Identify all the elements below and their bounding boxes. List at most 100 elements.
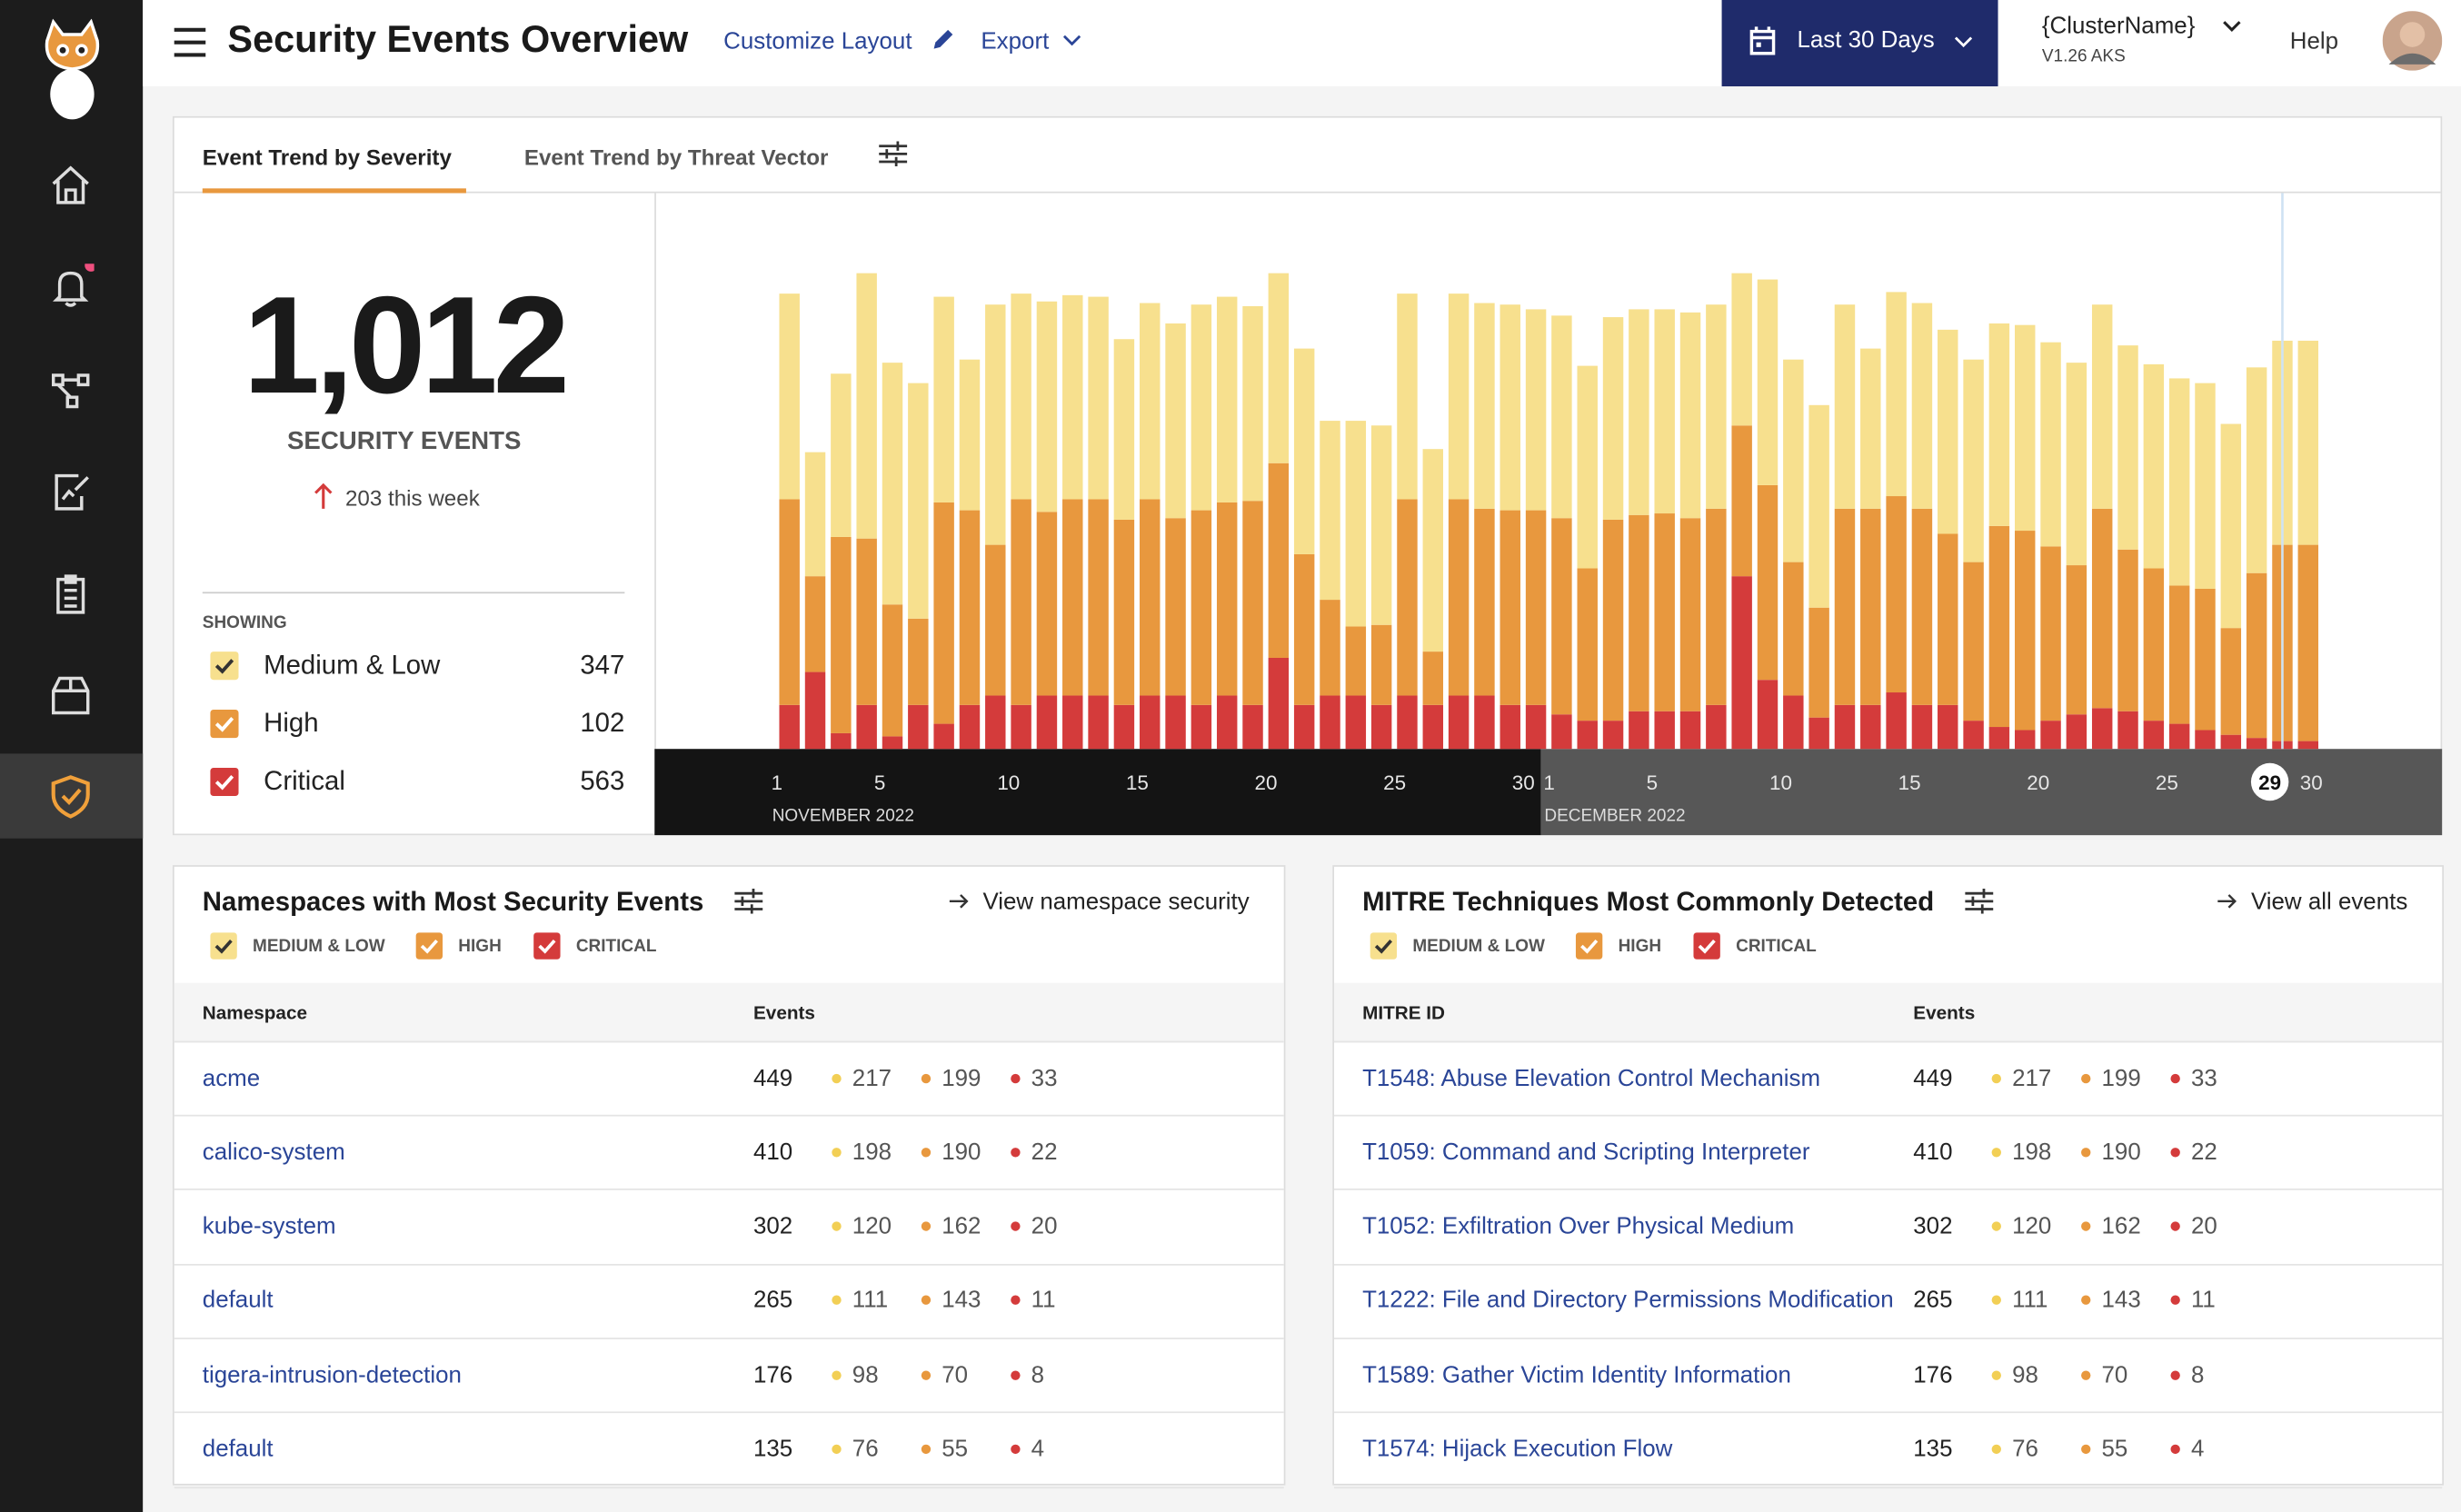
bar-segment (831, 373, 852, 537)
severity-count: 76 (2012, 1436, 2038, 1463)
check-mark (1580, 939, 1599, 954)
checkbox[interactable] (1693, 932, 1720, 960)
tab[interactable]: Event Trend by Threat Vector (523, 144, 829, 170)
bar-segment (1113, 519, 1135, 705)
event-total: 265 (752, 1287, 793, 1315)
bar-segment (933, 723, 954, 750)
logo[interactable] (35, 18, 110, 123)
bar-segment (1731, 273, 1752, 426)
bar-segment (2220, 734, 2242, 750)
date-range-button[interactable]: Last 30 Days (1721, 0, 1998, 87)
bar-segment (1602, 721, 1624, 750)
view-link[interactable]: View namespace security (948, 889, 1250, 915)
pencil-icon[interactable] (931, 26, 956, 52)
legend-label: HIGH (1618, 937, 1662, 957)
row-link[interactable]: T1222: File and Directory Permissions Mo… (1362, 1287, 1894, 1315)
bar-segment (1629, 711, 1649, 750)
checkbox[interactable] (210, 652, 239, 681)
export-button[interactable]: Export (981, 28, 1050, 55)
row-link[interactable]: T1574: Hijack Execution Flow (1362, 1436, 1673, 1463)
total-events: 1,012 (243, 266, 571, 423)
bar-segment (1293, 553, 1315, 705)
check-mark (1374, 939, 1393, 954)
row-link[interactable]: calico-system (202, 1139, 345, 1166)
bar-segment (1988, 525, 2010, 728)
checkbox[interactable] (210, 710, 239, 739)
bar-segment (1654, 711, 1675, 750)
bar-segment (1783, 695, 1804, 750)
alerts-icon[interactable] (47, 264, 95, 311)
row-link[interactable]: default (202, 1287, 274, 1315)
severity-dot (921, 1296, 932, 1306)
severity-dot (2170, 1147, 2180, 1158)
bar-segment (1191, 510, 1212, 705)
tab-active[interactable]: Event Trend by Severity (202, 144, 452, 170)
x-tick-label: 5 (1647, 771, 1658, 794)
checkbox[interactable] (210, 767, 239, 797)
bar-segment (1397, 695, 1418, 750)
active-nav[interactable] (0, 753, 144, 839)
row-link[interactable]: T1548: Abuse Elevation Control Mechanism (1362, 1064, 1821, 1091)
home-icon[interactable] (47, 162, 95, 209)
store-icon[interactable] (47, 672, 95, 720)
severity-count: 143 (942, 1287, 981, 1315)
checkbox[interactable] (210, 932, 237, 960)
bar-segment (1165, 323, 1186, 519)
filter-icon[interactable] (1965, 889, 1994, 914)
bar-segment (2015, 730, 2036, 750)
avatar[interactable] (2382, 11, 2443, 71)
row-link[interactable]: tigera-intrusion-detection (202, 1361, 462, 1388)
customize-layout[interactable]: Customize Layout (723, 28, 912, 55)
showing-label: SHOWING (202, 613, 287, 633)
severity-count: 199 (942, 1064, 981, 1091)
check-mark (1698, 939, 1716, 954)
tab-underline (202, 188, 466, 194)
checkbox[interactable] (1370, 932, 1398, 960)
filter-icon[interactable] (734, 889, 763, 914)
row-link[interactable]: T1059: Command and Scripting Interpreter (1362, 1139, 1810, 1166)
security-icon (51, 775, 90, 819)
column-header: MITRE ID (1362, 1000, 1446, 1023)
bar-segment (804, 671, 826, 750)
bar-segment (1654, 309, 1675, 514)
menu-icon[interactable] (173, 26, 207, 58)
policy-icon[interactable] (47, 468, 95, 515)
tab-bar: Event Trend by Severity Event Trend by T… (174, 118, 2441, 194)
filter-icon[interactable] (879, 141, 908, 167)
help-link[interactable]: Help (2289, 28, 2339, 55)
bar-segment (1191, 704, 1212, 750)
bar-segment (1706, 704, 1727, 750)
graph-icon[interactable] (47, 366, 95, 413)
row-link[interactable]: default (202, 1436, 274, 1463)
row-link[interactable]: T1589: Gather Victim Identity Informatio… (1362, 1361, 1791, 1388)
checkbox[interactable] (1575, 932, 1603, 960)
row-link[interactable]: T1052: Exfiltration Over Physical Medium (1362, 1212, 1795, 1240)
bar-segment (2297, 340, 2319, 545)
row-link[interactable]: acme (202, 1064, 261, 1091)
severity-count: 563 (580, 766, 625, 797)
bar-segment (1242, 704, 1263, 750)
bar-segment (1860, 348, 1881, 509)
reports-icon[interactable] (47, 570, 95, 617)
severity-dot (2170, 1296, 2180, 1306)
bar-segment (2091, 304, 2113, 509)
view-link[interactable]: View all events (2217, 889, 2407, 915)
severity-count: 11 (1031, 1287, 1056, 1315)
cluster-name[interactable]: {ClusterName} (2041, 12, 2196, 40)
bar-segment (1113, 704, 1135, 750)
bar-segment (2040, 721, 2061, 750)
checkbox[interactable] (533, 932, 561, 960)
bar-segment (882, 363, 903, 605)
checkbox[interactable] (415, 932, 443, 960)
bar-segment (1679, 312, 1701, 519)
column-header: Events (752, 1000, 815, 1023)
severity-count: 190 (942, 1139, 981, 1166)
weekly-change: 203 this week (344, 484, 480, 511)
bar-segment (1988, 323, 2010, 526)
bar-segment (1320, 695, 1340, 750)
bar-segment (1731, 576, 1752, 750)
panel-title: Namespaces with Most Security Events (202, 887, 704, 918)
arrow-icon (2217, 894, 2237, 909)
check-mark (214, 774, 234, 791)
row-link[interactable]: kube-system (202, 1212, 336, 1240)
